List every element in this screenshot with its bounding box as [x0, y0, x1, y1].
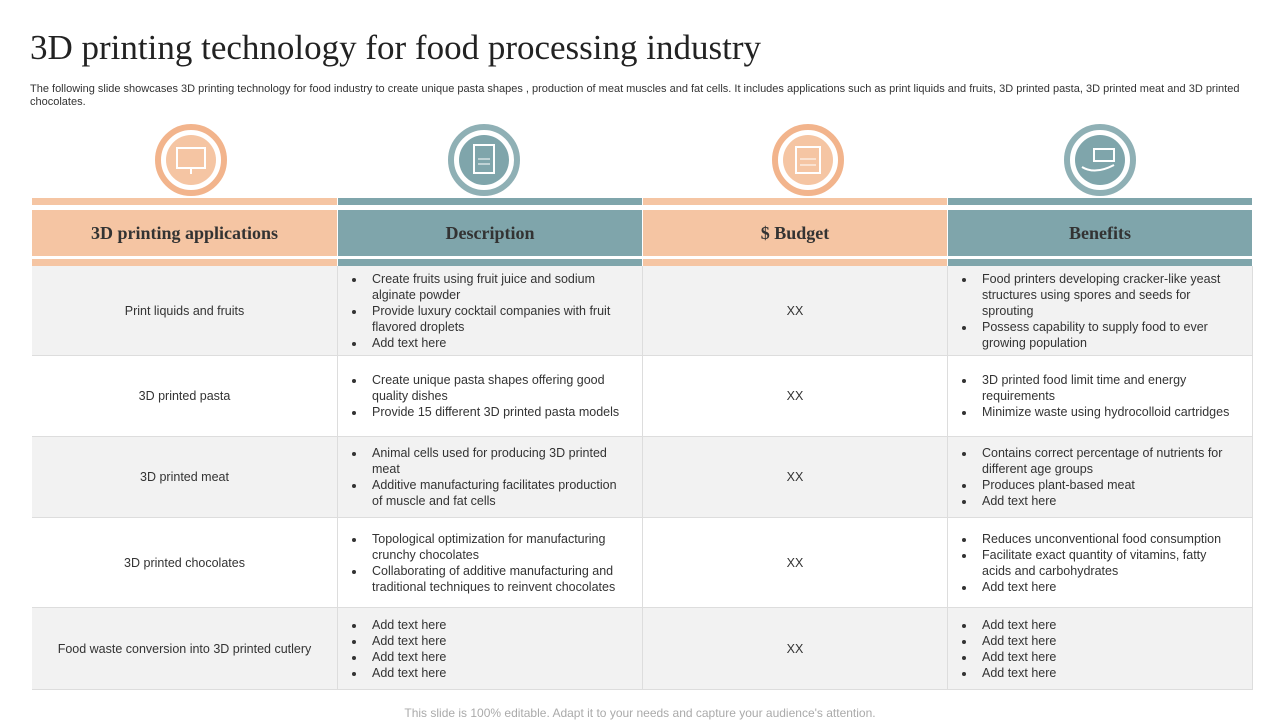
icons: [155, 124, 1136, 196]
bullet-list: Create fruits using fruit juice and sodi…: [338, 271, 624, 351]
header-cell: $ Budget: [643, 210, 947, 256]
table-cell: Animal cells used for producing 3D print…: [338, 437, 643, 518]
bullet: Possess capability to supply food to eve…: [976, 319, 1234, 351]
bullet: Facilitate exact quantity of vitamins, f…: [976, 547, 1234, 579]
table-cell: XX: [643, 518, 948, 608]
strip: [948, 198, 1252, 205]
table-cell: 3D printed pasta: [32, 356, 338, 437]
icon: [448, 124, 520, 196]
bullet-list: Add text hereAdd text hereAdd text hereA…: [338, 617, 446, 681]
table-cell: XX: [643, 356, 948, 437]
table-cell: Food waste conversion into 3D printed cu…: [32, 608, 338, 690]
bullet: Reduces unconventional food consumption: [976, 531, 1234, 547]
table-cell: Create fruits using fruit juice and sodi…: [338, 266, 643, 356]
footer: This slide is 100% editable. Adapt it to…: [404, 706, 876, 720]
table-cell: Print liquids and fruits: [32, 266, 338, 356]
bullet-list: Food printers developing cracker-like ye…: [948, 271, 1234, 351]
strip: [643, 259, 947, 266]
bullet: Add text here: [366, 617, 446, 633]
bullet-list: 3D printed food limit time and energy re…: [948, 372, 1234, 420]
icon: [772, 124, 844, 196]
bullet: Food printers developing cracker-like ye…: [976, 271, 1234, 319]
icon: [155, 124, 227, 196]
bullet: Add text here: [976, 493, 1234, 509]
header-cell: Benefits: [948, 210, 1252, 256]
bullet: Produces plant-based meat: [976, 477, 1234, 493]
bullet-list: Create unique pasta shapes offering good…: [338, 372, 624, 420]
bullet: Add text here: [976, 665, 1056, 681]
bullet: Animal cells used for producing 3D print…: [366, 445, 624, 477]
bullet: Create fruits using fruit juice and sodi…: [366, 271, 624, 303]
bullet-list: Topological optimization for manufacturi…: [338, 531, 624, 595]
icon: [1064, 124, 1136, 196]
strip: [32, 259, 337, 266]
bullet: 3D printed food limit time and energy re…: [976, 372, 1234, 404]
table-cell: Food printers developing cracker-like ye…: [948, 266, 1253, 356]
bullet: Add text here: [366, 335, 624, 351]
table-cell: Reduces unconventional food consumptionF…: [948, 518, 1253, 608]
bullet-list: Animal cells used for producing 3D print…: [338, 445, 624, 509]
bullet: Add text here: [976, 579, 1234, 595]
table-cell: 3D printed food limit time and energy re…: [948, 356, 1253, 437]
table-cell: 3D printed chocolates: [32, 518, 338, 608]
table-cell: XX: [643, 437, 948, 518]
title: 3D printing technology for food processi…: [30, 28, 762, 67]
bullet: Add text here: [366, 633, 446, 649]
bullet-list: Contains correct percentage of nutrients…: [948, 445, 1234, 509]
table-cell: Add text hereAdd text hereAdd text hereA…: [948, 608, 1253, 690]
bullet: Additive manufacturing facilitates produ…: [366, 477, 624, 509]
bullet: Contains correct percentage of nutrients…: [976, 445, 1234, 477]
header-cell: 3D printing applications: [32, 210, 337, 256]
table-cell: Contains correct percentage of nutrients…: [948, 437, 1253, 518]
table-cell: Topological optimization for manufacturi…: [338, 518, 643, 608]
bullet: Topological optimization for manufacturi…: [366, 531, 624, 563]
strip: [948, 259, 1252, 266]
table-cell: Add text hereAdd text hereAdd text hereA…: [338, 608, 643, 690]
header-cell: Description: [338, 210, 642, 256]
bullet: Add text here: [366, 649, 446, 665]
bullet-list: Reduces unconventional food consumptionF…: [948, 531, 1234, 595]
table-cell: Create unique pasta shapes offering good…: [338, 356, 643, 437]
bullet: Create unique pasta shapes offering good…: [366, 372, 624, 404]
bullet: Collaborating of additive manufacturing …: [366, 563, 624, 595]
strip: [32, 198, 337, 205]
bullet: Add text here: [976, 617, 1056, 633]
table-cell: XX: [643, 266, 948, 356]
strip: [338, 198, 642, 205]
bullet: Provide luxury cocktail companies with f…: [366, 303, 624, 335]
bullet: Add text here: [976, 633, 1056, 649]
strip: [338, 259, 642, 266]
table-cell: XX: [643, 608, 948, 690]
bullet: Minimize waste using hydrocolloid cartri…: [976, 404, 1234, 420]
bullet: Add text here: [976, 649, 1056, 665]
bullet: Add text here: [366, 665, 446, 681]
strip: [643, 198, 947, 205]
subtitle: The following slide showcases 3D printin…: [30, 83, 1240, 108]
bullet: Provide 15 different 3D printed pasta mo…: [366, 404, 624, 420]
bullet-list: Add text hereAdd text hereAdd text hereA…: [948, 617, 1056, 681]
table-cell: 3D printed meat: [32, 437, 338, 518]
